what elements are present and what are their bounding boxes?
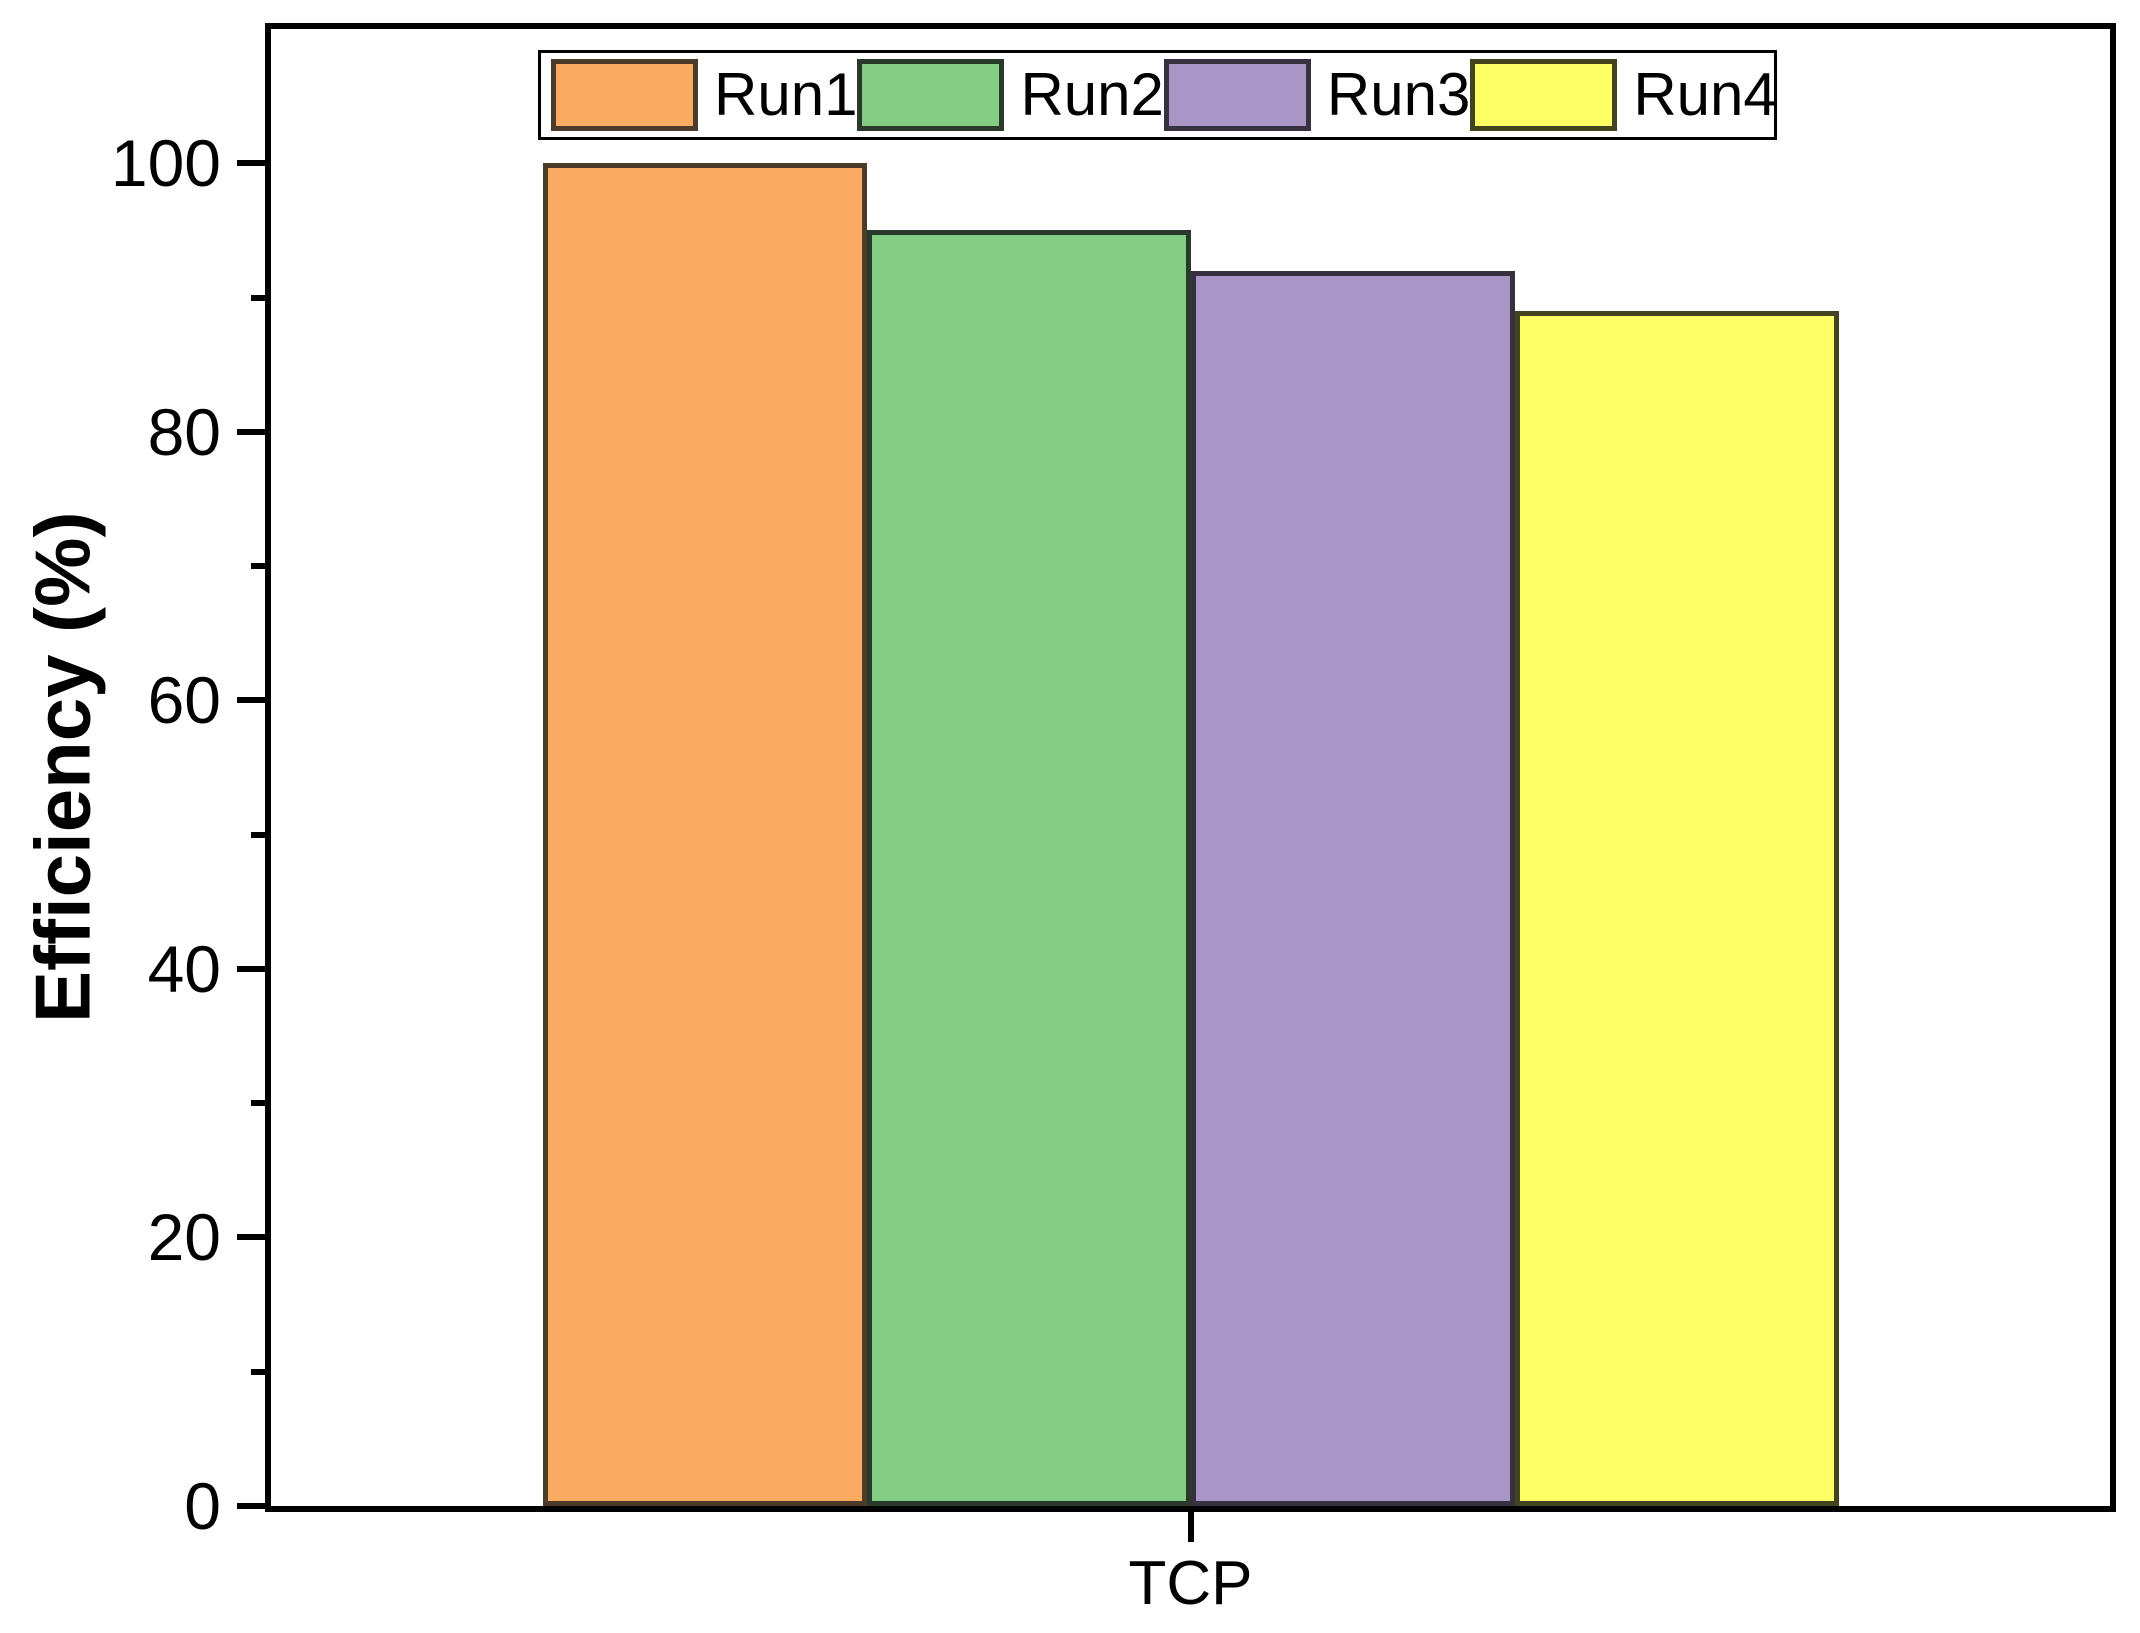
legend: Run1 Run2 Run3 Run4 (538, 50, 1777, 140)
legend-swatch-run4 (1470, 59, 1618, 131)
y-minor-tick-30 (251, 1100, 265, 1107)
y-axis-title: Efficiency (%) (18, 511, 107, 1024)
x-axis-tick-label: TCP (1128, 1549, 1253, 1618)
bar-run1[interactable] (542, 163, 867, 1506)
legend-swatch-run2 (857, 59, 1005, 131)
y-major-tick-60 (237, 697, 265, 704)
legend-entry-run4[interactable]: Run4 (1470, 59, 1777, 131)
y-tick-label-60: 60 (147, 663, 221, 738)
legend-entry-run1[interactable]: Run1 (551, 59, 857, 131)
legend-entry-run3[interactable]: Run3 (1163, 59, 1471, 131)
legend-label-run2: Run2 (1020, 61, 1164, 128)
x-major-tick-tcp (1187, 1512, 1194, 1542)
y-tick-label-40: 40 (147, 931, 221, 1006)
legend-swatch-run3 (1163, 59, 1311, 131)
legend-swatch-run1 (551, 59, 698, 131)
y-minor-tick-90 (251, 294, 265, 301)
y-minor-tick-10 (251, 1368, 265, 1375)
y-tick-label-0: 0 (184, 1469, 221, 1543)
y-major-tick-40 (237, 965, 265, 972)
legend-label-run4: Run4 (1633, 61, 1777, 128)
y-minor-tick-50 (251, 831, 265, 838)
y-tick-label-100: 100 (110, 126, 221, 201)
y-major-tick-0 (237, 1503, 265, 1509)
y-major-tick-100 (237, 160, 265, 167)
bar-run4[interactable] (1514, 311, 1839, 1506)
bar-run3[interactable] (1190, 271, 1515, 1506)
y-tick-label-20: 20 (147, 1200, 221, 1275)
legend-entry-run2[interactable]: Run2 (857, 59, 1164, 131)
bar-run2[interactable] (866, 230, 1191, 1506)
y-tick-label-80: 80 (147, 394, 221, 469)
plot-area: 0 20 40 60 80 100 (111, 23, 2116, 1542)
y-major-tick-80 (237, 428, 265, 435)
legend-label-run1: Run1 (714, 61, 858, 128)
y-minor-tick-70 (251, 563, 265, 570)
legend-label-run3: Run3 (1326, 61, 1471, 128)
y-major-tick-20 (237, 1234, 265, 1241)
